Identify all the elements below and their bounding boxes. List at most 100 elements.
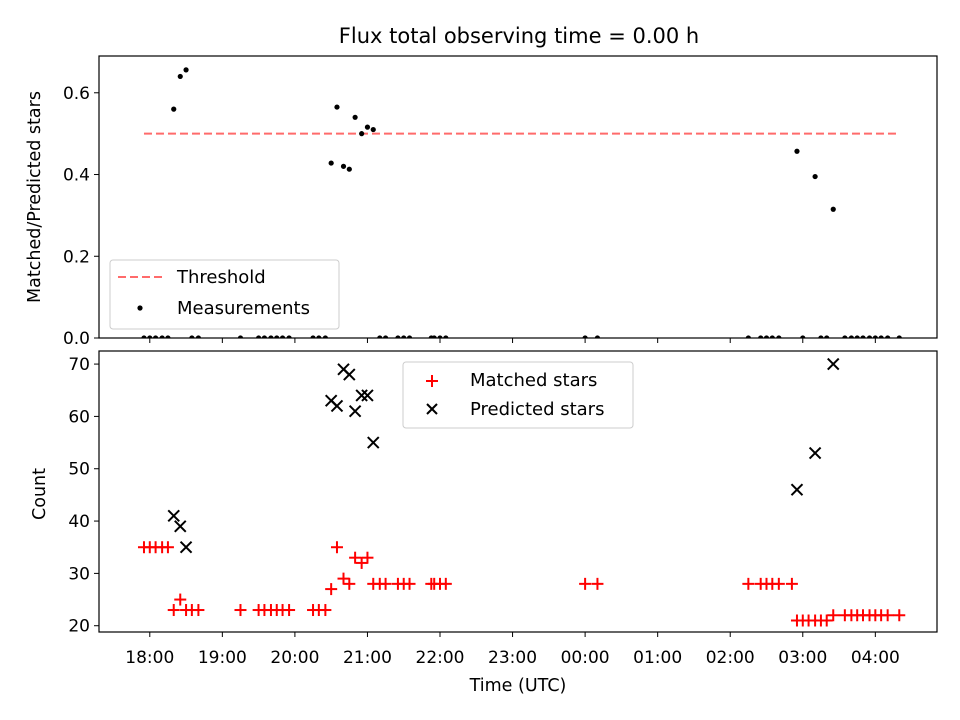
measurement-point — [860, 335, 866, 338]
measurement-point — [328, 160, 334, 166]
predicted-star-marker — [330, 399, 344, 413]
top-legend: Threshold Measurements — [109, 259, 340, 330]
measurement-point — [340, 163, 347, 169]
measurement-point — [152, 335, 159, 338]
measurement-point — [896, 335, 902, 338]
measurement-point — [854, 335, 860, 338]
bottom-y-tick-label: 40 — [68, 512, 90, 532]
top-plot-frame — [98, 55, 938, 339]
measurement-point — [256, 335, 262, 338]
bottom-x-tick-label: 03:00 — [778, 648, 827, 668]
bottom-x-tick-label: 01:00 — [633, 648, 682, 668]
predicted-star-marker — [355, 389, 368, 402]
measurement-point — [177, 73, 183, 80]
measurement-point — [872, 335, 878, 338]
measurement-point — [352, 114, 358, 120]
bottom-y-tick-label: 20 — [68, 617, 90, 637]
top-panel: 0.0 0.2 0.4 0.6 Matched/Predicted stars Thr… — [25, 55, 938, 349]
measurement-point — [189, 335, 195, 338]
matched-stars-legend-marker — [426, 375, 438, 387]
matched-star-marker — [174, 593, 187, 606]
bottom-y-tick-label: 30 — [68, 564, 90, 584]
matched-star-marker — [379, 577, 392, 590]
measurement-point — [268, 335, 274, 338]
measurement-point — [812, 173, 818, 180]
measurement-point — [359, 131, 365, 137]
predicted-star-marker — [167, 509, 180, 523]
measurement-point — [310, 335, 316, 338]
measurement-point — [769, 335, 775, 338]
measurement-point — [334, 104, 340, 110]
measurement-point — [406, 335, 413, 338]
matched-star-marker — [161, 541, 174, 554]
matched-star-marker — [403, 577, 416, 590]
bottom-y-tick-label: 70 — [68, 355, 90, 375]
predicted-star-marker — [174, 520, 187, 533]
predicted-star-marker — [361, 389, 374, 402]
measurement-point — [147, 335, 153, 338]
bottom-x-tick-label: 23:00 — [488, 648, 537, 668]
measurement-point — [443, 335, 449, 338]
matched-star-marker — [325, 583, 338, 596]
bottom-x-tick-label: 19:00 — [198, 648, 247, 668]
bottom-y-tick-label: 60 — [68, 407, 90, 427]
matched-star-marker — [742, 577, 755, 590]
measurement-point — [885, 335, 891, 338]
matched-star-marker — [283, 604, 296, 617]
bottom-x-tick-label: 22:00 — [416, 648, 465, 668]
top-y-tick-label: 0.4 — [63, 166, 90, 186]
measurement-point — [165, 335, 171, 338]
measurement-point — [794, 148, 800, 154]
measurement-point — [848, 335, 854, 338]
measurement-point — [431, 335, 437, 338]
measurement-point — [800, 335, 806, 338]
bottom-y-axis: 20 30 40 50 60 70 — [68, 355, 99, 637]
matched-star-marker — [820, 614, 833, 627]
measurement-point — [286, 335, 292, 338]
predicted-star-marker — [348, 404, 362, 418]
matched-star-marker — [361, 551, 374, 564]
bottom-x-tick-label: 21:00 — [343, 648, 392, 668]
measurement-point — [377, 335, 383, 338]
matched-star-marker — [343, 577, 356, 590]
top-legend-box — [109, 259, 340, 330]
measurement-point — [183, 67, 189, 73]
predicted-stars-legend-label: Predicted stars — [470, 399, 604, 420]
matched-star-marker — [785, 577, 798, 590]
measurement-point — [322, 335, 328, 338]
measurement-point — [824, 335, 830, 338]
bottom-y-tick-label: 50 — [68, 460, 90, 480]
measurement-point — [878, 335, 884, 338]
predicted-star-marker — [343, 368, 356, 381]
matched-star-marker — [234, 604, 247, 617]
matched-star-marker — [192, 604, 205, 617]
top-y-tick-label: 0.6 — [63, 84, 90, 104]
measurement-point — [159, 335, 165, 338]
matched-star-marker — [330, 541, 343, 554]
measurement-point — [395, 335, 401, 338]
predicted-star-marker — [827, 357, 840, 371]
bottom-x-tick-label: 02:00 — [706, 648, 755, 668]
bottom-legend-box — [402, 361, 634, 429]
matched-star-marker — [355, 556, 368, 569]
measurement-point — [830, 206, 836, 212]
matched-star-marker — [337, 572, 350, 585]
measurements-layer — [141, 67, 902, 338]
top-y-axis-label: Matched/Predicted stars — [25, 91, 45, 303]
measurement-point — [171, 106, 177, 112]
predicted-star-marker — [808, 446, 822, 460]
top-y-axis: 0.0 0.2 0.4 0.6 — [63, 84, 99, 349]
measurement-point — [274, 335, 280, 338]
threshold-legend-label: Threshold — [176, 267, 266, 288]
bottom-x-tick-label: 04:00 — [851, 648, 900, 668]
bottom-plot-frame — [98, 350, 938, 633]
matched-star-marker — [319, 604, 332, 617]
top-x-ticks — [149, 338, 876, 343]
measurement-point — [141, 335, 147, 338]
measurement-point — [237, 335, 244, 338]
matched-star-marker — [167, 604, 180, 617]
measurement-point — [745, 335, 751, 338]
matched-star-marker — [349, 551, 362, 564]
bottom-x-axis: 18:00 19:00 20:00 21:00 22:00 23:00 00:00 01:00… — [125, 632, 900, 668]
measurement-point — [316, 335, 322, 338]
